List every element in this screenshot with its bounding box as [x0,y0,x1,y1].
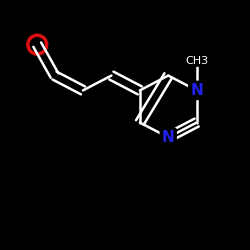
Text: CH3: CH3 [185,56,208,66]
Text: N: N [162,130,175,145]
Text: N: N [190,83,203,98]
